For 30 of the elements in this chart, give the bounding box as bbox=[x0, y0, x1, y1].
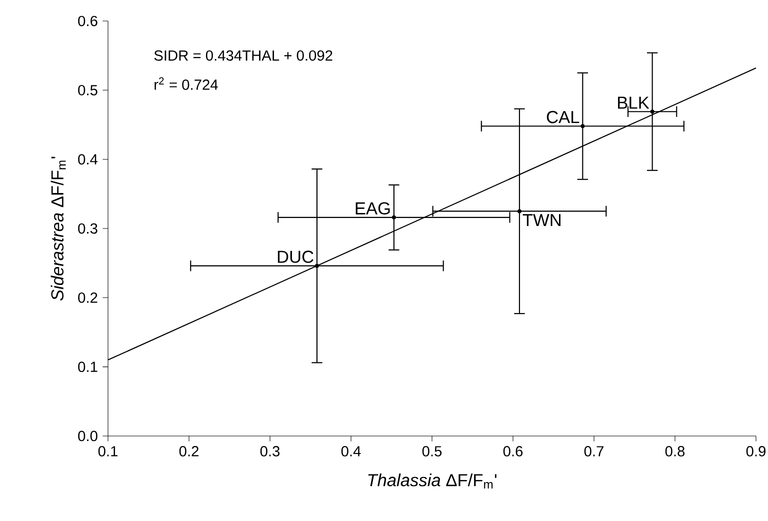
annotation: DUC bbox=[278, 250, 314, 263]
point bbox=[580, 124, 585, 128]
y-tick-label: 0.6 bbox=[78, 16, 98, 26]
y-tick-label: 0.4 bbox=[78, 154, 98, 165]
y-tick-label: 0.0 bbox=[78, 430, 98, 442]
x-tick-label: 0.3 bbox=[260, 446, 280, 456]
x-axis-title: Thalassia ΔF/F$_{m}$' bbox=[368, 474, 496, 489]
y-tick-label: 0.1 bbox=[78, 362, 98, 372]
y-tick-label: 0.5 bbox=[78, 84, 98, 96]
x-tick-label: 0.7 bbox=[584, 446, 604, 456]
x-tick-label: 0.2 bbox=[179, 446, 198, 456]
x-tick-label: 0.6 bbox=[503, 446, 523, 456]
annotation: r$^{2}$ = 0.724 bbox=[154, 77, 218, 90]
y-axis-title: Siderastrea ΔF/F$_{m}$' bbox=[50, 156, 66, 301]
y-tick-label: 0.3 bbox=[78, 223, 98, 234]
annotation: CAL bbox=[546, 110, 580, 124]
point bbox=[517, 209, 522, 214]
x-tick-label: 0.8 bbox=[665, 446, 685, 456]
x-tick-label: 0.4 bbox=[341, 446, 361, 456]
x-tick-label: 0.5 bbox=[422, 446, 442, 456]
y-tick-label: 0.2 bbox=[78, 292, 98, 303]
point bbox=[650, 110, 654, 114]
annotation: BLK bbox=[618, 96, 650, 109]
x-tick-label: 0.9 bbox=[746, 446, 766, 456]
annotation: EAG bbox=[356, 202, 390, 214]
point bbox=[314, 264, 319, 268]
point bbox=[392, 215, 396, 220]
annotation: TWN bbox=[522, 214, 560, 226]
x-tick-label: 0.1 bbox=[98, 446, 118, 456]
annotation: SIDR = 0.434THAL + 0.092 bbox=[154, 50, 332, 61]
